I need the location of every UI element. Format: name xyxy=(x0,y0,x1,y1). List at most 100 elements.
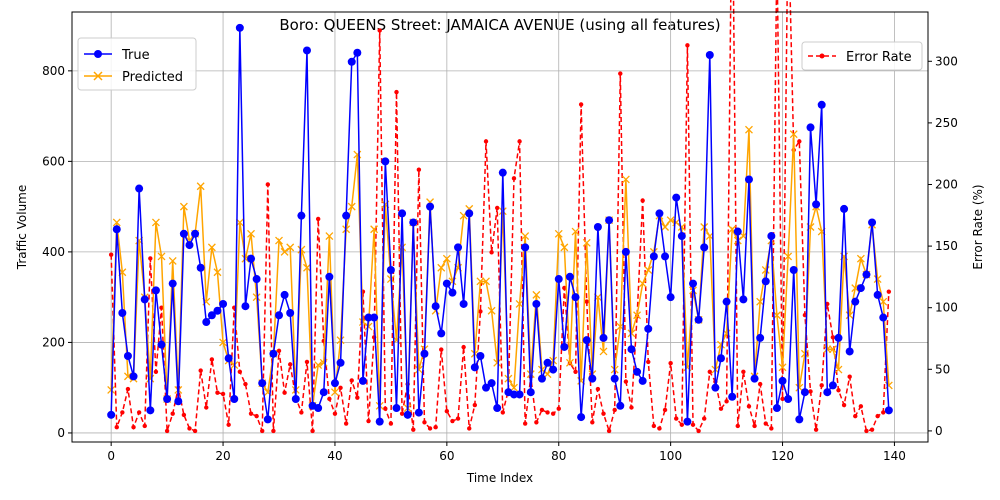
error-rate-point xyxy=(886,289,892,294)
y2-tick-label: 300 xyxy=(935,54,958,68)
predicted-point xyxy=(565,358,574,367)
predicted-point xyxy=(247,229,255,238)
true-point xyxy=(526,388,535,397)
y-tick-label: 200 xyxy=(42,335,65,349)
predicted-point xyxy=(168,256,177,265)
error-rate-point xyxy=(864,428,869,434)
error-rate-point xyxy=(472,402,478,408)
predicted-point xyxy=(627,329,636,338)
error-rate-point xyxy=(590,420,595,425)
true-point xyxy=(442,279,451,288)
true-point xyxy=(532,299,541,308)
true-point xyxy=(465,209,474,218)
legend-true-label: True xyxy=(121,48,150,63)
true-point xyxy=(174,397,183,406)
true-point xyxy=(733,227,742,236)
true-point xyxy=(834,333,843,342)
predicted-point xyxy=(672,218,681,227)
true-point xyxy=(168,279,177,288)
y-tick-label: 600 xyxy=(42,154,65,168)
plot-frame xyxy=(71,11,929,443)
true-point xyxy=(347,57,356,66)
true-point xyxy=(700,243,709,252)
predicted-point xyxy=(151,218,160,227)
true-point xyxy=(672,193,681,202)
true-point xyxy=(219,299,228,308)
true-point xyxy=(879,313,888,322)
predicted-point xyxy=(800,349,809,358)
y2-axis-label: Error Rate (%) xyxy=(971,184,985,269)
error-rate-point xyxy=(522,421,528,426)
true-point xyxy=(582,336,591,345)
true-point xyxy=(823,388,832,397)
true-point xyxy=(364,313,373,322)
true-point xyxy=(605,216,614,225)
error-rate-point xyxy=(461,344,466,350)
error-rate-point xyxy=(181,412,187,418)
predicted-point xyxy=(219,338,228,347)
x-tick-label: 120 xyxy=(771,449,794,463)
predicted-point xyxy=(784,252,793,261)
predicted-point xyxy=(834,365,843,374)
error-rate-point xyxy=(690,422,696,427)
predicted-point xyxy=(286,243,295,252)
true-point xyxy=(722,297,731,306)
predicted-point xyxy=(498,207,507,216)
true-point xyxy=(655,209,664,218)
predicted-point xyxy=(532,290,541,299)
true-point xyxy=(515,390,524,399)
error-rate-point xyxy=(573,369,578,374)
error-rate-point xyxy=(455,416,461,421)
true-point xyxy=(549,365,558,374)
predicted-point xyxy=(717,340,725,349)
error-rate-point xyxy=(416,167,422,172)
true-point xyxy=(476,352,485,360)
error-rate-point xyxy=(366,418,371,424)
legend-right: Error Rate xyxy=(801,41,923,71)
error-rate-point xyxy=(679,422,685,427)
error-rate-point xyxy=(836,388,841,393)
error-rate-point xyxy=(338,385,343,390)
predicted-point xyxy=(364,322,373,331)
true-point xyxy=(778,376,787,385)
legend-predicted-marker xyxy=(93,71,103,81)
legend-error-marker xyxy=(819,53,825,59)
predicted-point xyxy=(325,232,334,241)
y2-tick-label: 100 xyxy=(935,301,958,315)
predicted-point xyxy=(398,243,407,252)
error-rate-point xyxy=(640,198,645,203)
predicted-point xyxy=(633,311,642,320)
legend-true-marker xyxy=(94,50,102,58)
error-rate-point xyxy=(153,369,159,374)
error-rate-point xyxy=(769,426,774,431)
error-rate-point xyxy=(439,347,444,352)
predicted-point xyxy=(778,363,787,372)
true-point xyxy=(767,232,776,241)
legend-predicted-label: Predicted xyxy=(122,70,183,85)
true-point xyxy=(633,367,642,376)
error-rate-point xyxy=(422,420,427,425)
predicted-point xyxy=(571,227,580,236)
error-rate-point xyxy=(388,421,394,426)
y-tick-label: 800 xyxy=(42,64,65,78)
true-point xyxy=(135,184,144,193)
true-point xyxy=(123,352,132,360)
error-rate-point xyxy=(847,374,852,379)
predicted-point xyxy=(414,365,423,374)
true-point xyxy=(196,263,205,272)
y-axis-left: 0 200 400 600 800 xyxy=(42,64,72,440)
true-point xyxy=(621,247,630,256)
error-rate-point xyxy=(489,250,494,255)
x-axis: 0 20 40 60 80 100 120 140 xyxy=(107,442,906,463)
x-axis-label: Time Index xyxy=(466,471,533,485)
true-point xyxy=(454,243,463,252)
true-point xyxy=(381,157,390,166)
error-rate-point xyxy=(584,299,589,304)
true-point xyxy=(772,404,781,413)
true-point xyxy=(263,415,272,424)
error-rate-point xyxy=(310,428,315,434)
true-point xyxy=(509,390,518,399)
true-point xyxy=(470,363,479,372)
predicted-point xyxy=(845,311,854,320)
error-rate-point xyxy=(377,28,382,33)
